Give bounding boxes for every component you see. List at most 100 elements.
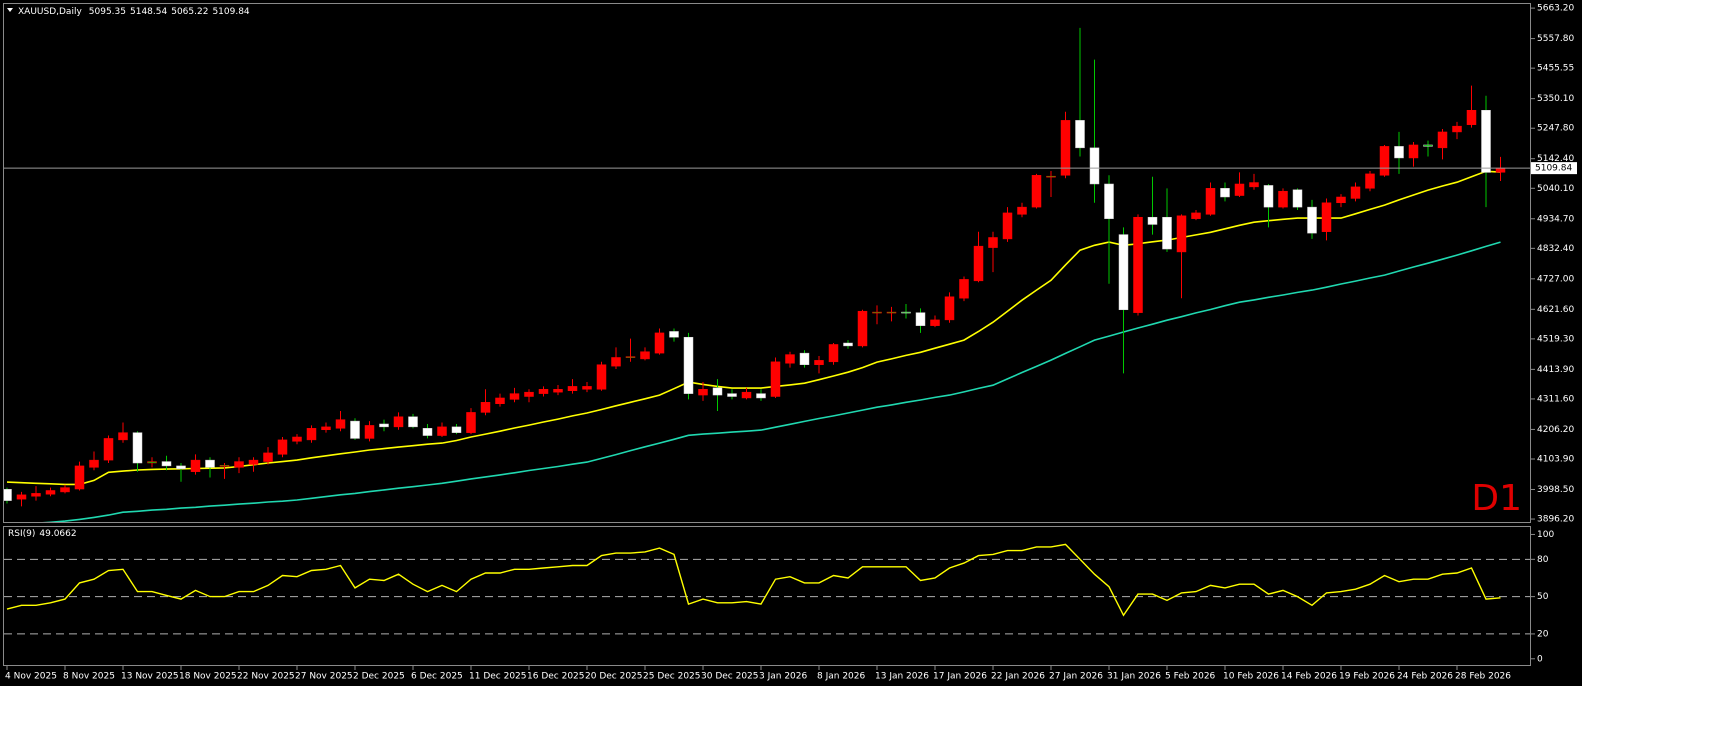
candle-body bbox=[843, 342, 853, 347]
candle-body bbox=[930, 319, 940, 326]
candle-body bbox=[509, 393, 520, 400]
indicator-panel-frame bbox=[3, 526, 1531, 666]
candle-body bbox=[74, 465, 85, 490]
header-open: 5095.35 bbox=[89, 7, 126, 17]
x-tick-label: 27 Jan 2026 bbox=[1049, 672, 1103, 682]
candle-body bbox=[814, 360, 824, 365]
main-panel-frame bbox=[3, 3, 1531, 523]
candle-body bbox=[683, 336, 694, 394]
current-price-box bbox=[1531, 162, 1577, 175]
candle-body bbox=[161, 461, 172, 467]
timeframe-label: D1 bbox=[1471, 478, 1522, 519]
candle-body bbox=[132, 432, 143, 464]
candle-body bbox=[248, 459, 259, 465]
candle-body bbox=[1350, 186, 1361, 199]
chart-background bbox=[0, 0, 1582, 686]
candle-body bbox=[1220, 188, 1230, 198]
y-tick-label: 3896.20 bbox=[1537, 515, 1574, 525]
y-tick-label: 5247.80 bbox=[1537, 124, 1574, 134]
moving-average-line bbox=[42, 241, 1501, 522]
candle-body bbox=[1495, 167, 1506, 173]
candle-body bbox=[1408, 144, 1419, 159]
candle-body bbox=[1379, 146, 1390, 176]
y-tick-label: 5350.10 bbox=[1537, 94, 1574, 104]
candle-body bbox=[89, 459, 99, 468]
candle-body bbox=[1278, 190, 1288, 208]
indicator-value: 49.0662 bbox=[39, 529, 76, 539]
candle-body bbox=[306, 428, 317, 441]
candle-body bbox=[1481, 110, 1491, 173]
candle-body bbox=[1234, 183, 1245, 196]
candle-body bbox=[480, 402, 491, 413]
x-tick-label: 13 Nov 2025 bbox=[121, 672, 179, 682]
candle-body bbox=[45, 490, 56, 495]
candle-body bbox=[1336, 196, 1346, 204]
candle-body bbox=[1147, 216, 1158, 225]
x-tick-label: 13 Jan 2026 bbox=[875, 672, 929, 682]
candle-body bbox=[321, 426, 331, 431]
candle-body bbox=[1365, 173, 1375, 189]
x-tick-label: 18 Nov 2025 bbox=[179, 672, 237, 682]
candle-body bbox=[654, 332, 665, 354]
candle-body bbox=[1321, 202, 1332, 232]
candle-body bbox=[1423, 144, 1433, 147]
y-tick-label: 5142.40 bbox=[1537, 154, 1574, 164]
candle-body bbox=[959, 279, 969, 299]
collapse-icon[interactable] bbox=[7, 8, 13, 12]
candle-body bbox=[350, 420, 360, 439]
candle-body bbox=[263, 452, 273, 462]
candle-body bbox=[538, 389, 549, 394]
candle-body bbox=[1452, 125, 1462, 133]
x-tick-label: 8 Jan 2026 bbox=[817, 672, 865, 682]
candle-body bbox=[1466, 110, 1477, 125]
candle-body bbox=[1089, 147, 1100, 185]
candle-body bbox=[872, 311, 882, 314]
candle-body bbox=[770, 361, 781, 397]
y-tick-label: 3998.50 bbox=[1537, 485, 1574, 495]
candle-body bbox=[422, 428, 433, 436]
candle-body bbox=[698, 389, 708, 396]
candle-body bbox=[451, 426, 462, 433]
x-tick-label: 4 Nov 2025 bbox=[5, 672, 57, 682]
x-tick-label: 19 Feb 2026 bbox=[1339, 672, 1395, 682]
current-price-label: 5109.84 bbox=[1535, 164, 1572, 174]
candle-body bbox=[60, 487, 70, 493]
header-high: 5148.54 bbox=[130, 7, 167, 17]
y-tick-label: 4519.30 bbox=[1537, 334, 1574, 344]
x-tick-label: 3 Jan 2026 bbox=[759, 672, 807, 682]
candle-body bbox=[669, 331, 679, 338]
candle-body bbox=[335, 419, 346, 429]
symbol: XAUUSD,Daily bbox=[18, 7, 82, 17]
candle-body bbox=[408, 416, 418, 428]
y-tick-label: 4621.60 bbox=[1537, 305, 1574, 315]
x-tick-label: 6 Dec 2025 bbox=[411, 672, 463, 682]
candle-body bbox=[596, 364, 607, 390]
candle-body bbox=[857, 310, 868, 347]
candle-body bbox=[553, 389, 563, 393]
y-tick-label: 4311.60 bbox=[1537, 394, 1574, 404]
candle-body bbox=[625, 356, 636, 358]
candle-body bbox=[219, 465, 230, 467]
x-tick-label: 30 Dec 2025 bbox=[701, 672, 759, 682]
x-tick-label: 8 Nov 2025 bbox=[63, 672, 115, 682]
y-tick-label: 4103.90 bbox=[1537, 454, 1574, 464]
candle-body bbox=[379, 423, 389, 428]
candle-body bbox=[973, 245, 984, 282]
indicator-tick-label: 100 bbox=[1537, 530, 1554, 540]
candle-body bbox=[103, 438, 114, 461]
x-tick-label: 5 Feb 2026 bbox=[1165, 672, 1216, 682]
x-tick-label: 22 Jan 2026 bbox=[991, 672, 1045, 682]
indicator-line bbox=[6, 543, 1501, 617]
y-tick-label: 4934.70 bbox=[1537, 214, 1574, 224]
y-tick-label: 4413.90 bbox=[1537, 365, 1574, 375]
candle-body bbox=[1394, 146, 1404, 159]
header-close: 5109.84 bbox=[212, 7, 249, 17]
candle-body bbox=[1191, 212, 1201, 219]
indicator-tick-label: 50 bbox=[1537, 592, 1549, 602]
candle-body bbox=[582, 386, 592, 390]
candle-body bbox=[1002, 212, 1013, 240]
candle-body bbox=[524, 391, 534, 397]
x-tick-label: 31 Jan 2026 bbox=[1107, 672, 1161, 682]
